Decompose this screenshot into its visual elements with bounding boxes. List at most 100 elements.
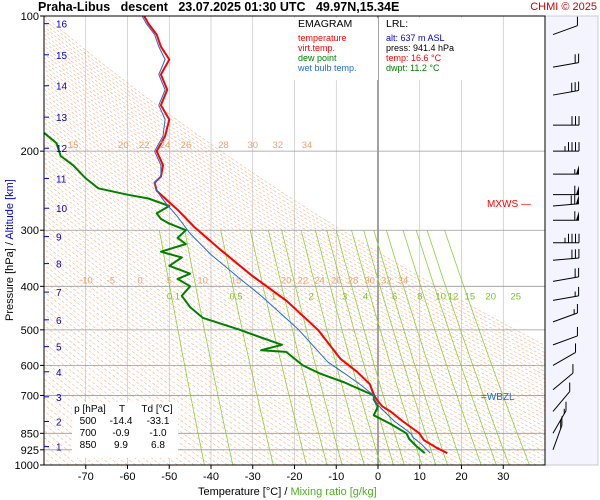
dry-adiabat-line (44, 296, 270, 465)
table-cell: 850 (79, 440, 97, 451)
wbzl-text: WBZL (486, 392, 515, 404)
dry-adiabat-line (44, 342, 203, 465)
mixing-ratio-line (335, 230, 405, 465)
mixing-ratio-line (158, 230, 205, 465)
dry-adiabat-label: 15 (68, 140, 79, 151)
lrl-altitude: alt: 637 m ASL (386, 33, 445, 43)
wind-barb (552, 249, 580, 261)
table-header-td: Td [°C] (141, 404, 173, 415)
mixing-ratio-label: 12 (448, 291, 459, 302)
dry-adiabat-line (44, 60, 545, 392)
dry-adiabat-line (44, 97, 545, 428)
levels-table: p [hPa] T Td [°C] 500 -14.4 -33.1 700 -0… (72, 402, 178, 458)
x-axis-mixing-label: Mixing ratio [g/kg] (290, 486, 377, 498)
wind-barb (552, 286, 580, 301)
wind-barb (552, 401, 567, 434)
wind-barb-staff (552, 90, 579, 96)
wind-barb (552, 16, 578, 36)
dry-adiabat-line (44, 184, 454, 465)
dry-adiabat-label: -5 (107, 275, 115, 286)
table-cell: -14.4 (109, 416, 133, 427)
mixing-ratio-line (184, 230, 234, 465)
legend-dew-point: dew point (298, 53, 337, 63)
dry-adiabat-label: 20 (118, 140, 129, 151)
lrl-box: LRL: alt: 637 m ASL press: 941.4 hPa tem… (382, 18, 475, 80)
mixing-ratio-label: 0.1 (167, 291, 180, 302)
dry-adiabat-label: 30 (247, 140, 258, 151)
altitude-tick-label: 5 (56, 343, 62, 354)
wind-barb-flag (576, 211, 579, 221)
dry-adiabat-line (44, 16, 545, 346)
lrl-pressure: press: 941.4 hPa (386, 43, 455, 53)
dry-adiabat-line (44, 76, 545, 407)
chart-title: Praha-Libus descent 23.07.2025 01:30 UTC… (38, 0, 399, 14)
wind-barb-flag (575, 194, 579, 205)
dry-adiabat-line (44, 243, 354, 465)
dry-adiabat-label: 28 (218, 140, 229, 151)
mixing-ratio-line (267, 230, 328, 465)
altitude-tick-label: 16 (56, 20, 68, 31)
wind-barb-flag (576, 185, 579, 195)
wind-barb (553, 233, 580, 244)
dry-adiabat-line (44, 49, 545, 380)
mixing-ratio-label: 15 (465, 291, 476, 302)
dry-adiabat-line (44, 269, 312, 465)
mixing-ratio-line (402, 230, 482, 465)
dry-adiabat-line (44, 45, 545, 376)
dry-adiabat-line (44, 161, 496, 465)
mixing-ratio-label: 4 (363, 291, 368, 302)
table-header: p [hPa] T Td [°C] (72, 402, 178, 416)
wind-barb (553, 116, 580, 126)
wind-barb (552, 416, 563, 450)
dry-adiabat-line (44, 109, 545, 440)
altitude-tick-label: 10 (56, 204, 68, 215)
dry-adiabat-line (44, 80, 545, 411)
mixing-ratio-line (363, 230, 437, 465)
wind-barb-staff (552, 276, 579, 282)
x-tick-label: -10 (328, 471, 344, 483)
table-header-t: T (118, 404, 126, 415)
y-axis-altitude-label: Altitude [km] (4, 179, 16, 240)
dry-adiabat-line (44, 72, 545, 403)
dry-adiabat-line (44, 290, 278, 465)
table-cell: 500 (79, 416, 97, 427)
dry-adiabat-label: 22 (298, 275, 309, 286)
wind-barb (552, 303, 578, 323)
dry-adiabat-line (44, 30, 545, 361)
dry-adiabat-label: 32 (381, 275, 392, 286)
legend-virt-temp: virt.temp. (298, 43, 336, 53)
table-cell: -1.0 (149, 428, 167, 439)
legend-title: EMAGRAM (298, 18, 353, 30)
dry-adiabat-label: 5 (167, 275, 172, 286)
dry-adiabat-line (44, 253, 337, 465)
dry-adiabat-line (44, 26, 545, 357)
wind-barb (552, 382, 571, 412)
legend-box: EMAGRAM temperature virt.temp. dew point… (294, 18, 378, 80)
dry-adiabat-line (44, 143, 529, 465)
altitude-tick-label: 7 (56, 288, 62, 299)
x-tick-label: -30 (245, 471, 261, 483)
dry-adiabat-label: 26 (331, 275, 342, 286)
mixing-ratio-line (249, 230, 307, 465)
table-cell: -33.1 (146, 416, 170, 427)
wind-barb-staff (552, 312, 578, 323)
mixing-ratio-layer (158, 230, 530, 465)
altitude-tick-label: 4 (56, 368, 62, 379)
mixing-ratio-label: 20 (485, 291, 496, 302)
dry-adiabat-label: -10 (79, 275, 93, 286)
altitude-tick-label: 6 (56, 316, 62, 327)
legend-temperature: temperature (298, 33, 347, 43)
dry-adiabat-label: 34 (302, 140, 313, 151)
dry-adiabat-line (44, 302, 262, 465)
dry-adiabat-label: 22 (139, 140, 150, 151)
wind-barb-staff (552, 62, 579, 68)
dry-adiabat-line (44, 88, 545, 420)
table-row: 700 -0.9 -1.0 (72, 428, 178, 440)
altitude-tick-label: 12 (56, 144, 68, 155)
dry-adiabat-line (0, 16, 2, 465)
wind-barb (553, 185, 579, 196)
mixing-ratio-line (415, 230, 497, 465)
